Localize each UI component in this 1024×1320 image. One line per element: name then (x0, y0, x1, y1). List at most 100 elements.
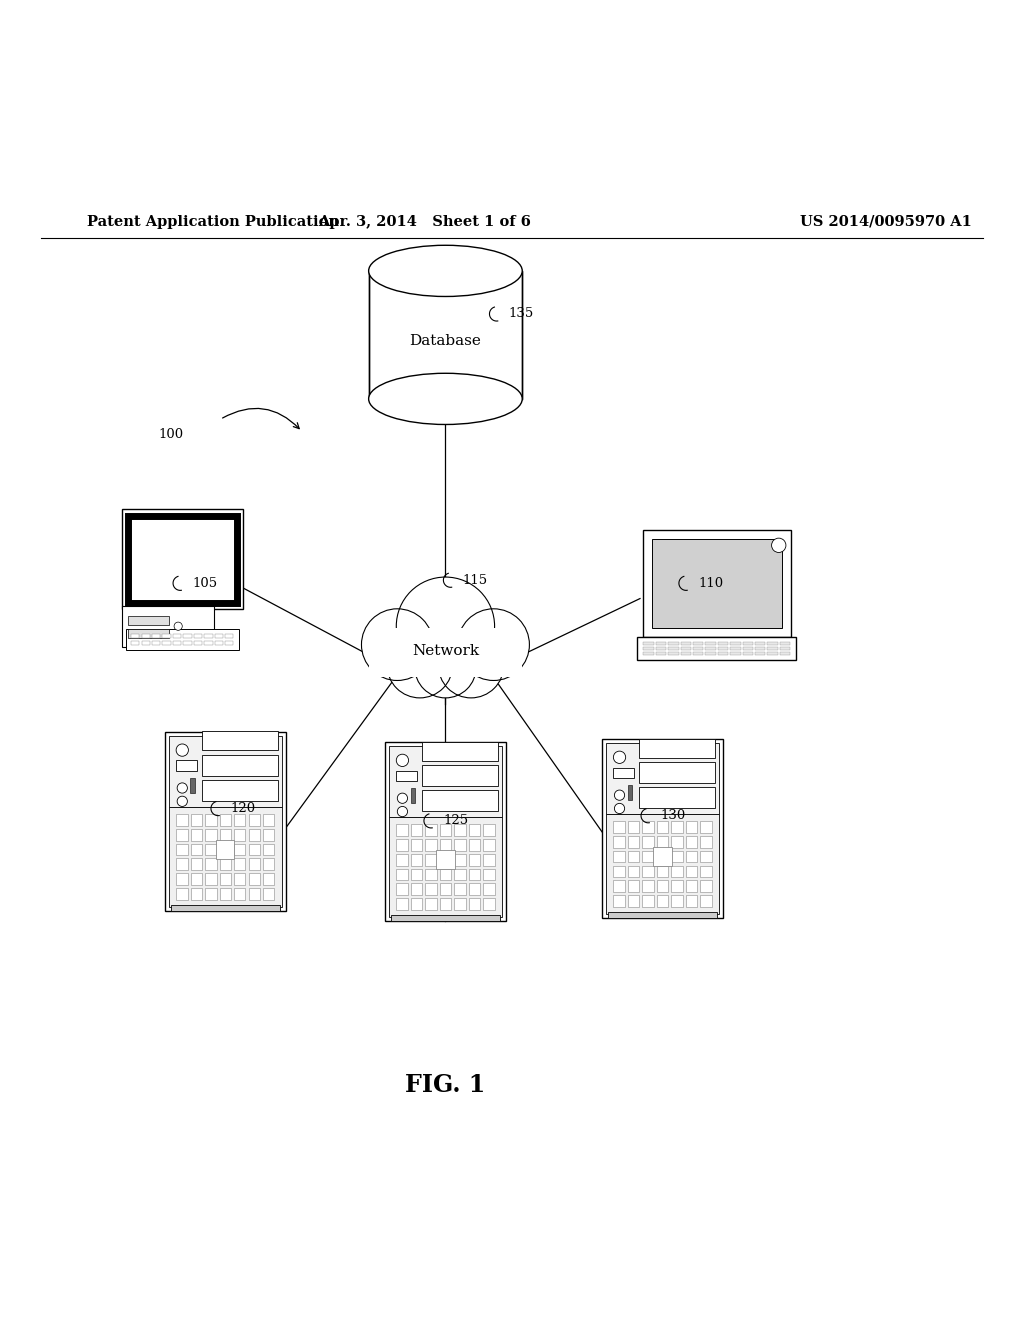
Bar (205, 858, 216, 870)
Bar (643, 643, 654, 645)
Bar (202, 780, 278, 801)
Bar (204, 635, 213, 639)
Bar (389, 746, 502, 817)
Bar (234, 888, 246, 900)
Bar (183, 635, 191, 639)
Text: 100: 100 (159, 428, 184, 441)
Bar (642, 895, 653, 907)
Bar (141, 640, 150, 644)
Bar (700, 895, 712, 907)
Bar (613, 895, 625, 907)
Bar (608, 912, 717, 917)
Bar (442, 667, 449, 677)
Circle shape (396, 754, 409, 767)
Bar (469, 869, 480, 880)
Bar (639, 762, 715, 783)
Text: 115: 115 (463, 574, 488, 586)
Bar (202, 731, 278, 751)
Text: US 2014/0095970 A1: US 2014/0095970 A1 (800, 215, 972, 228)
Bar (205, 829, 216, 841)
Bar (706, 643, 716, 645)
Bar (656, 880, 669, 892)
Bar (425, 854, 436, 866)
Bar (455, 898, 466, 909)
Bar (700, 866, 712, 878)
Bar (249, 873, 260, 884)
Circle shape (772, 539, 786, 553)
Bar (234, 814, 246, 826)
Bar (779, 647, 791, 651)
Bar (122, 510, 243, 609)
Bar (706, 647, 716, 651)
Bar (169, 735, 282, 807)
Bar (439, 854, 452, 866)
Bar (602, 739, 723, 917)
Circle shape (361, 609, 433, 681)
Bar (152, 635, 161, 639)
Bar (639, 787, 715, 808)
Bar (249, 858, 260, 870)
Bar (219, 888, 231, 900)
Bar (656, 851, 669, 862)
Text: Database: Database (410, 334, 481, 347)
Bar (215, 640, 223, 644)
Bar (483, 883, 495, 895)
Circle shape (174, 622, 182, 631)
Circle shape (458, 609, 529, 681)
Bar (681, 643, 691, 645)
Bar (411, 869, 422, 880)
Bar (693, 652, 703, 655)
Bar (483, 825, 495, 836)
Bar (693, 643, 703, 645)
Bar (672, 851, 683, 862)
Bar (425, 825, 436, 836)
Bar (730, 643, 740, 645)
Bar (483, 854, 495, 866)
Bar (613, 767, 634, 777)
Bar (391, 915, 500, 921)
Bar (219, 873, 231, 884)
Bar (718, 643, 728, 645)
Bar (637, 638, 797, 660)
Text: 130: 130 (660, 809, 686, 822)
Bar (141, 635, 150, 639)
Bar (686, 851, 697, 862)
Bar (225, 635, 233, 639)
Bar (371, 267, 520, 272)
Bar (190, 777, 195, 793)
Bar (686, 880, 697, 892)
Text: Apr. 3, 2014   Sheet 1 of 6: Apr. 3, 2014 Sheet 1 of 6 (318, 215, 531, 228)
Bar (411, 788, 415, 804)
Circle shape (177, 783, 187, 793)
Bar (142, 529, 222, 589)
Bar (165, 731, 286, 911)
Bar (422, 789, 498, 810)
Bar (455, 869, 466, 880)
Bar (656, 866, 669, 878)
Bar (767, 647, 778, 651)
Bar (219, 814, 231, 826)
Bar (234, 873, 246, 884)
Ellipse shape (369, 246, 522, 297)
Ellipse shape (369, 374, 522, 425)
Bar (628, 851, 639, 862)
Bar (613, 851, 625, 862)
Bar (411, 840, 422, 851)
Bar (742, 643, 753, 645)
Bar (643, 529, 791, 638)
Bar (469, 854, 480, 866)
Bar (455, 854, 466, 866)
Bar (686, 836, 697, 847)
Text: 135: 135 (509, 308, 535, 321)
Bar (263, 888, 274, 900)
Bar (202, 755, 278, 776)
Bar (163, 635, 171, 639)
Bar (369, 271, 522, 399)
Bar (686, 821, 697, 833)
Bar (263, 858, 274, 870)
Bar (234, 858, 246, 870)
Bar (718, 647, 728, 651)
Bar (225, 640, 233, 644)
Bar (655, 647, 667, 651)
Bar (656, 821, 669, 833)
